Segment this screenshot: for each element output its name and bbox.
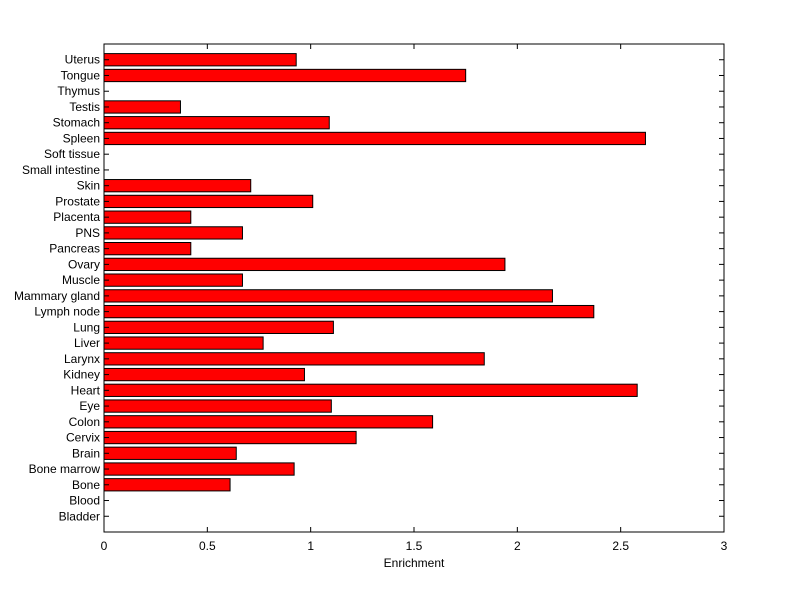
x-axis-label: Enrichment — [384, 556, 445, 570]
y-tick-label: Placenta — [53, 210, 100, 224]
bar-bone-marrow — [103, 462, 295, 476]
y-tick-label: Larynx — [64, 352, 100, 366]
y-tick-label: Thymus — [57, 84, 100, 98]
bar-placenta — [103, 210, 192, 224]
bar-mammary-gland — [103, 289, 553, 303]
y-tick-label: Uterus — [65, 53, 100, 67]
y-tick-label: Small intestine — [22, 163, 100, 177]
x-tick-label: 2 — [514, 539, 521, 553]
bar-stomach — [103, 116, 330, 130]
y-tick-label: Bladder — [59, 509, 100, 523]
y-tick-label: Kidney — [63, 368, 100, 382]
y-tick-label: Muscle — [62, 273, 100, 287]
y-tick-label: Tongue — [61, 68, 101, 82]
bar-brain — [103, 446, 237, 460]
plot-frame — [103, 43, 725, 533]
y-tick-label: Cervix — [66, 431, 100, 445]
y-tick-label: Blood — [69, 494, 100, 508]
y-tick-label: Bone — [72, 478, 100, 492]
bar-bone — [103, 478, 231, 492]
bar-colon — [103, 415, 434, 429]
bar-skin — [103, 179, 252, 193]
y-tick-label: Lung — [73, 320, 100, 334]
y-tick-label: Testis — [69, 100, 100, 114]
x-tick-label: 2.5 — [612, 539, 629, 553]
bar-larynx — [103, 352, 485, 366]
y-tick-label: Lymph node — [34, 305, 100, 319]
bar-lymph-node — [103, 304, 595, 319]
x-tick-label: 3 — [721, 539, 728, 553]
x-tick-label: 1.5 — [406, 539, 423, 553]
y-tick-label: Soft tissue — [44, 147, 100, 161]
y-tick-label: Brain — [72, 446, 100, 460]
bar-heart — [103, 383, 638, 397]
bar-prostate — [103, 194, 314, 209]
bar-muscle — [103, 273, 243, 287]
y-tick-label: Stomach — [53, 116, 100, 130]
bar-pns — [103, 226, 243, 240]
y-tick-label: Bone marrow — [29, 462, 101, 476]
bar-testis — [103, 100, 181, 114]
x-tick-label: 1 — [307, 539, 314, 553]
y-tick-label: Prostate — [55, 194, 100, 208]
y-tick-label: Ovary — [68, 257, 100, 271]
bar-liver — [103, 336, 264, 350]
y-tick-label: Colon — [69, 415, 100, 429]
bar-spleen — [103, 131, 646, 146]
bar-cervix — [103, 430, 357, 445]
bar-pancreas — [103, 242, 192, 256]
bar-uterus — [103, 53, 297, 67]
bar-lung — [103, 320, 334, 334]
y-tick-label: Skin — [77, 179, 100, 193]
y-tick-label: Eye — [79, 399, 100, 413]
y-tick-label: Liver — [74, 336, 100, 350]
y-tick-label: Pancreas — [49, 242, 100, 256]
y-tick-label: Spleen — [63, 131, 100, 145]
bars-group — [103, 53, 646, 492]
y-tick-label: Heart — [71, 383, 101, 397]
x-ticks-group: 0 0.5 1 1.5 2 2.5 3 — [101, 44, 728, 553]
bar-eye — [103, 399, 332, 413]
bar-ovary — [103, 257, 506, 272]
x-tick-label: 0 — [101, 539, 108, 553]
y-tick-label: PNS — [75, 226, 100, 240]
bar-tongue — [103, 68, 467, 83]
y-tick-label: Mammary gland — [14, 289, 100, 303]
bar-kidney — [103, 367, 305, 382]
x-tick-label: 0.5 — [199, 539, 216, 553]
